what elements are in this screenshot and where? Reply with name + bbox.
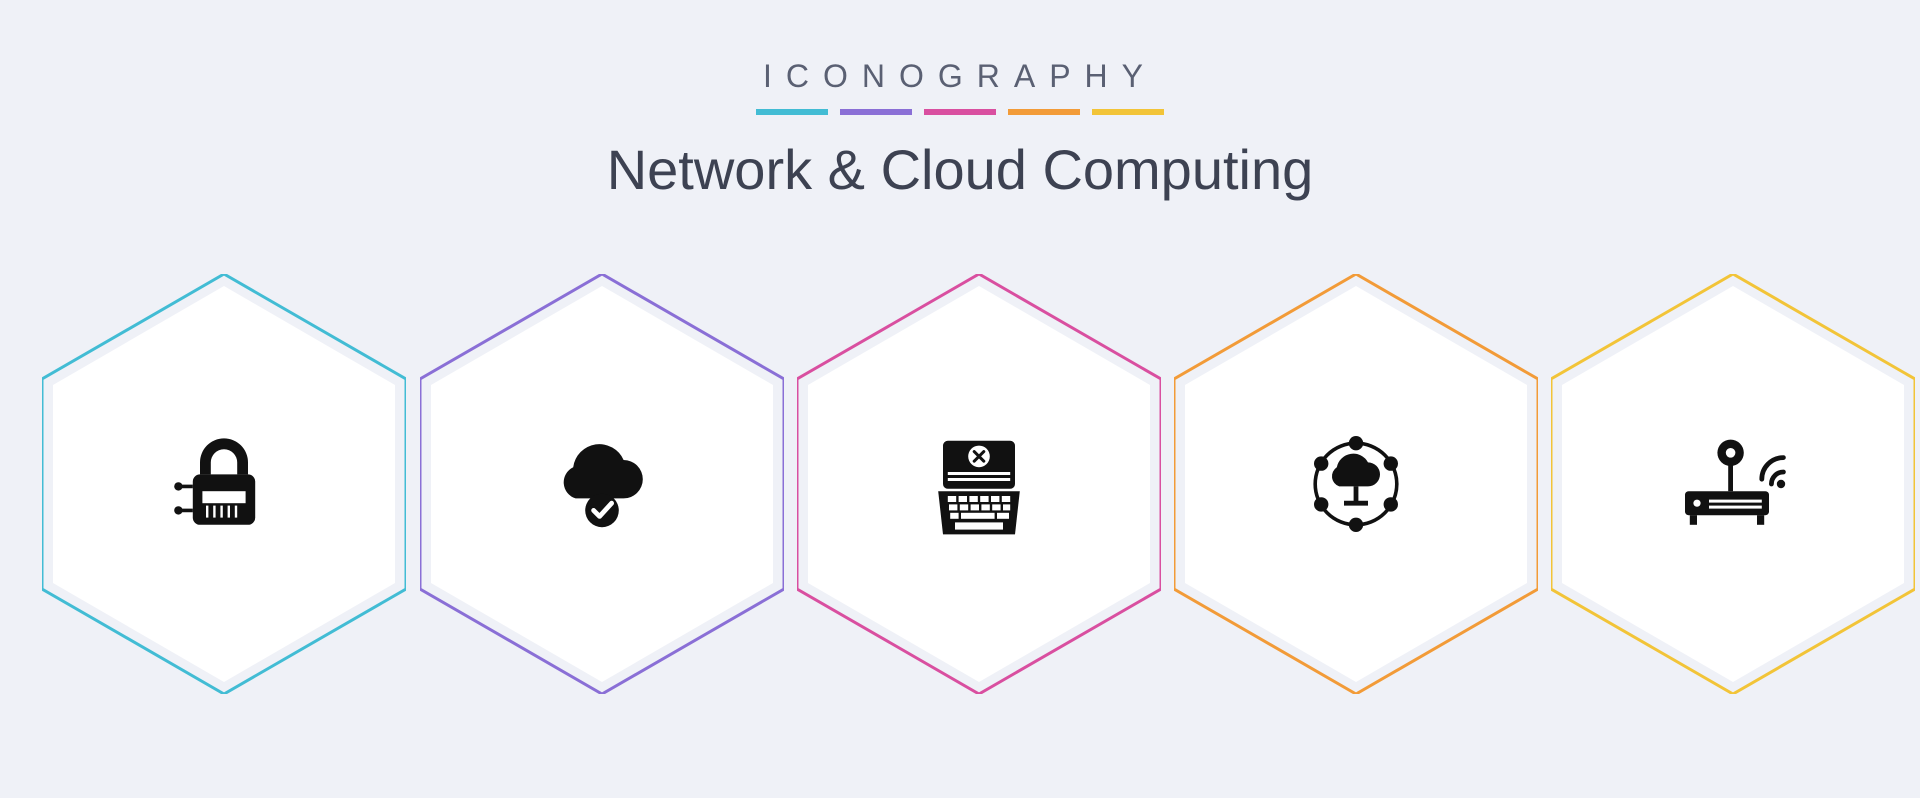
- header: ICONOGRAPHY Network & Cloud Computing: [607, 58, 1314, 202]
- color-bar-2: [840, 109, 912, 115]
- cloud-network-icon: [1174, 274, 1538, 694]
- pack-title: Network & Cloud Computing: [607, 137, 1314, 202]
- hex-tile-1: [42, 274, 406, 694]
- brand-label: ICONOGRAPHY: [763, 58, 1157, 95]
- hex-tile-5: [1551, 274, 1915, 694]
- color-bar-4: [1008, 109, 1080, 115]
- color-bar-row: [756, 109, 1164, 115]
- hexagon-row: [0, 274, 1920, 694]
- router-wifi-icon: [1551, 274, 1915, 694]
- hex-tile-2: [420, 274, 784, 694]
- hex-tile-3: [797, 274, 1161, 694]
- laptop-error-icon: [797, 274, 1161, 694]
- color-bar-5: [1092, 109, 1164, 115]
- hex-tile-4: [1174, 274, 1538, 694]
- lock-network-icon: [42, 274, 406, 694]
- cloud-check-icon: [420, 274, 784, 694]
- color-bar-3: [924, 109, 996, 115]
- color-bar-1: [756, 109, 828, 115]
